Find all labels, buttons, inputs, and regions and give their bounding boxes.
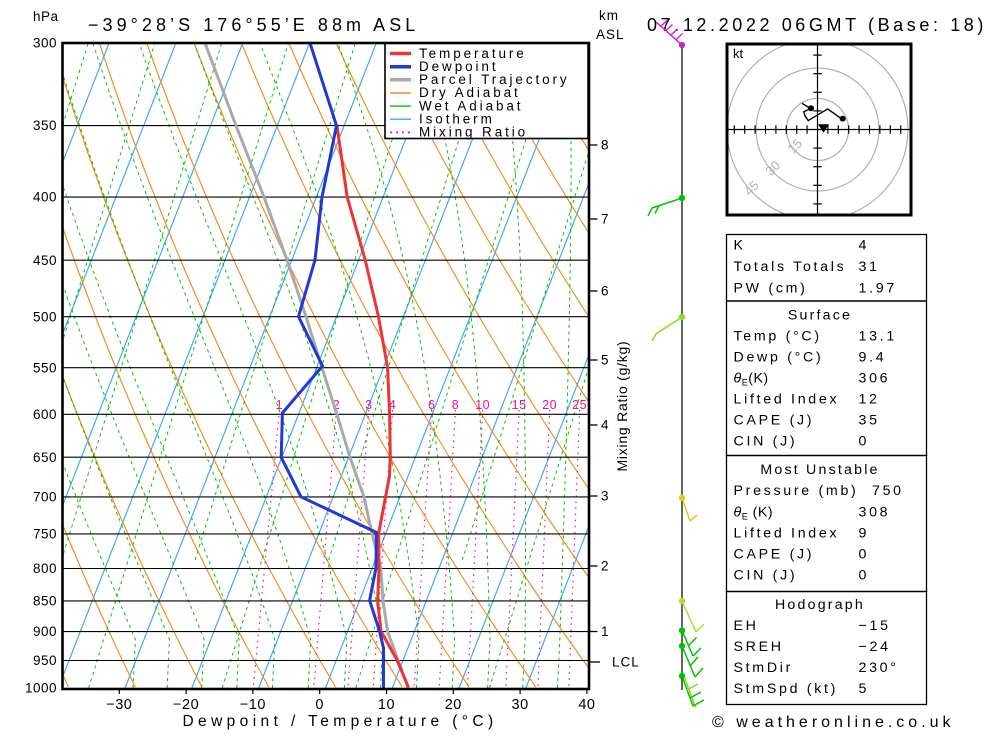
svg-text:10: 10 [378, 697, 395, 713]
svg-text:Totals Totals: Totals Totals [734, 259, 847, 275]
svg-text:750: 750 [33, 527, 57, 542]
svg-text:−39°28’S 176°55’E 88m ASL: −39°28’S 176°55’E 88m ASL [88, 15, 419, 35]
svg-text:7: 7 [601, 212, 609, 227]
svg-text:13.1: 13.1 [859, 329, 897, 345]
svg-text:550: 550 [33, 360, 57, 375]
svg-text:CAPE (J): CAPE (J) [734, 413, 815, 429]
svg-text:Temp (°C): Temp (°C) [734, 329, 822, 345]
svg-text:20: 20 [542, 398, 557, 412]
svg-text:Pressure (mb): Pressure (mb) [734, 483, 859, 499]
svg-text:1000: 1000 [25, 681, 57, 696]
svg-text:306: 306 [859, 371, 891, 387]
svg-text:8: 8 [601, 138, 609, 153]
svg-text:950: 950 [33, 653, 57, 668]
svg-text:1: 1 [601, 624, 609, 639]
svg-text:kt: kt [733, 46, 744, 61]
svg-text:1: 1 [276, 398, 283, 412]
svg-text:Dry Adiabat: Dry Adiabat [419, 85, 521, 100]
svg-text:Isotherm: Isotherm [419, 112, 495, 127]
svg-text:Dewp (°C): Dewp (°C) [734, 350, 824, 366]
svg-text:Mixing Ratio: Mixing Ratio [419, 125, 528, 140]
svg-text:6: 6 [601, 284, 609, 299]
svg-text:2: 2 [601, 559, 609, 574]
svg-text:Hodograph: Hodograph [775, 597, 865, 613]
svg-text:0: 0 [859, 547, 870, 563]
svg-text:θE (K): θE (K) [734, 505, 774, 522]
svg-text:12: 12 [859, 392, 880, 408]
svg-text:−20: −20 [173, 697, 199, 713]
svg-text:6: 6 [428, 398, 435, 412]
svg-text:Wet Adiabat: Wet Adiabat [419, 98, 523, 113]
svg-text:StmSpd (kt): StmSpd (kt) [734, 681, 839, 697]
svg-text:Parcel Trajectory: Parcel Trajectory [419, 72, 570, 87]
svg-text:300: 300 [33, 36, 57, 51]
svg-text:07.12.2022 06GMT (Base: 18): 07.12.2022 06GMT (Base: 18) [647, 15, 987, 35]
svg-text:km: km [599, 8, 619, 23]
svg-text:850: 850 [33, 594, 57, 609]
svg-text:SREH: SREH [734, 639, 784, 655]
svg-text:10: 10 [475, 398, 490, 412]
svg-text:2: 2 [333, 398, 340, 412]
svg-text:700: 700 [33, 490, 57, 505]
svg-text:StmDir: StmDir [734, 660, 794, 676]
svg-text:31: 31 [859, 259, 880, 275]
svg-text:0: 0 [859, 568, 870, 584]
svg-text:0: 0 [315, 697, 324, 713]
svg-text:5: 5 [601, 353, 609, 368]
svg-text:20: 20 [445, 697, 462, 713]
svg-text:5: 5 [859, 681, 870, 697]
svg-text:θE(K): θE(K) [734, 371, 769, 388]
svg-text:3: 3 [365, 398, 372, 412]
svg-text:ASL: ASL [596, 27, 625, 42]
svg-text:hPa: hPa [33, 9, 59, 24]
svg-text:800: 800 [33, 561, 57, 576]
svg-text:4: 4 [389, 398, 396, 412]
svg-text:9: 9 [859, 526, 870, 542]
svg-text:−15: −15 [859, 618, 891, 634]
svg-text:0: 0 [859, 434, 870, 450]
svg-text:K: K [734, 238, 746, 254]
svg-text:Mixing Ratio (g/kg): Mixing Ratio (g/kg) [614, 341, 630, 472]
svg-text:350: 350 [33, 118, 57, 133]
svg-text:4: 4 [601, 418, 609, 433]
svg-text:−24: −24 [859, 639, 891, 655]
svg-text:35: 35 [859, 413, 880, 429]
svg-text:Most Unstable: Most Unstable [760, 462, 879, 478]
svg-text:CAPE (J): CAPE (J) [734, 547, 815, 563]
svg-text:30: 30 [512, 697, 529, 713]
svg-text:© weatheronline.co.uk: © weatheronline.co.uk [712, 714, 955, 731]
svg-text:40: 40 [578, 697, 595, 713]
svg-text:15: 15 [512, 398, 527, 412]
svg-text:25: 25 [572, 398, 587, 412]
svg-text:600: 600 [33, 407, 57, 422]
svg-text:8: 8 [452, 398, 459, 412]
svg-text:Dewpoint: Dewpoint [419, 59, 498, 74]
svg-text:CIN (J): CIN (J) [734, 568, 798, 584]
svg-text:Lifted Index: Lifted Index [734, 392, 840, 408]
svg-text:4: 4 [859, 238, 870, 254]
svg-text:230°: 230° [859, 660, 899, 676]
svg-text:EH: EH [734, 618, 759, 634]
svg-text:Dewpoint / Temperature (°C): Dewpoint / Temperature (°C) [182, 713, 497, 730]
svg-text:750: 750 [872, 483, 904, 499]
svg-text:−30: −30 [106, 697, 132, 713]
svg-text:400: 400 [33, 190, 57, 205]
svg-text:CIN (J): CIN (J) [734, 434, 798, 450]
svg-text:9.4: 9.4 [859, 350, 887, 366]
svg-text:3: 3 [601, 489, 609, 504]
svg-text:PW (cm): PW (cm) [734, 281, 808, 297]
svg-text:308: 308 [859, 505, 891, 521]
svg-text:650: 650 [33, 450, 57, 465]
svg-text:1.97: 1.97 [859, 281, 897, 297]
svg-text:Lifted Index: Lifted Index [734, 526, 840, 542]
svg-text:LCL: LCL [612, 655, 640, 670]
svg-text:Temperature: Temperature [419, 46, 527, 61]
svg-text:450: 450 [33, 253, 57, 268]
svg-text:500: 500 [33, 309, 57, 324]
svg-text:−10: −10 [240, 697, 266, 713]
svg-text:900: 900 [33, 624, 57, 639]
svg-text:Surface: Surface [788, 308, 852, 324]
